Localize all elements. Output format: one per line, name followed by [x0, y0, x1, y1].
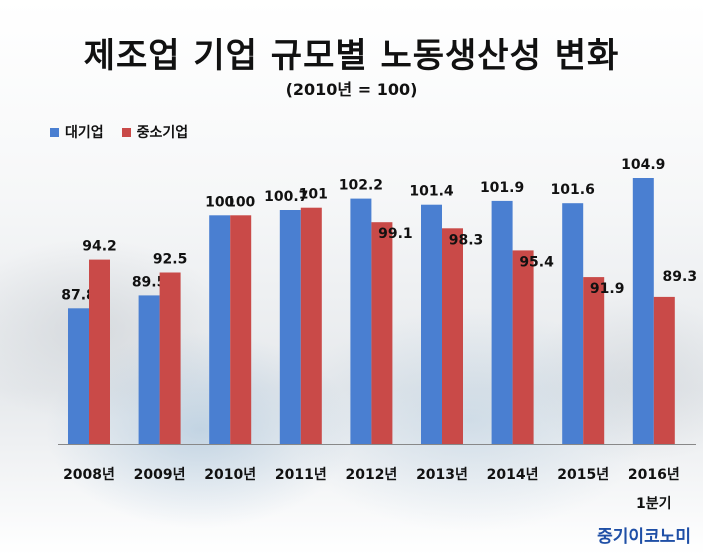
bar-sme-1	[159, 272, 181, 444]
data-label-large-6: 101.9	[480, 180, 524, 196]
bar-sme-4	[371, 222, 393, 444]
bar-large-3	[279, 210, 301, 444]
x-tick-label-6: 2014년	[487, 467, 539, 483]
data-label-sme-8: 89.3	[663, 269, 698, 285]
chart-subtitle: (2010년 = 100)	[285, 80, 418, 99]
data-label-large-4: 102.2	[339, 178, 383, 194]
data-label-sme-0: 94.2	[82, 239, 117, 255]
x-tick-label-8: 2016년	[628, 467, 680, 483]
data-label-sme-6: 95.4	[519, 254, 554, 270]
legend-swatch-large	[50, 127, 59, 137]
legend-item-large: 대기업	[50, 122, 104, 142]
data-label-sme-7: 91.9	[590, 281, 625, 297]
bar-large-8	[632, 178, 654, 444]
bar-large-6	[491, 200, 513, 444]
data-label-sme-1: 92.5	[153, 252, 188, 268]
bar-sme-0	[89, 259, 110, 444]
data-label-large-3: 100.7	[264, 189, 308, 205]
data-label-sme-3: 101	[299, 187, 328, 203]
x-tick-label-5: 2013년	[416, 467, 468, 483]
legend-swatch-sme	[121, 127, 131, 137]
data-label-large-5: 101.4	[409, 184, 454, 200]
bar-sme-5	[442, 228, 463, 444]
legend-label-large: 대기업	[65, 125, 104, 141]
data-label-large-7: 101.6	[551, 182, 595, 198]
x-tick-label-0: 2008년	[63, 467, 115, 483]
bar-sme-8	[653, 296, 675, 444]
legend-item-sme: 중소기업	[121, 122, 189, 142]
data-label-sme-4: 99.1	[378, 226, 413, 242]
bar-sme-6	[512, 250, 534, 444]
x-tick-label-4: 2012년	[345, 467, 397, 483]
data-label-large-8: 104.9	[621, 157, 665, 173]
data-label-sme-2: 100	[226, 194, 255, 210]
chart-title: 제조업 기업 규모별 노동생산성 변화	[83, 36, 620, 76]
bar-large-4	[350, 198, 372, 444]
x-tick-label-7: 2015년	[557, 467, 609, 483]
data-label-large-2: 100	[205, 194, 234, 210]
bar-sme-7	[583, 277, 605, 444]
x-tick-label-1: 2009년	[134, 467, 186, 483]
bar-large-1	[138, 295, 160, 444]
x-tick-sublabel-8: 1분기	[636, 496, 672, 512]
x-tick-label-3: 2011년	[275, 467, 327, 483]
bar-large-2	[209, 215, 231, 444]
data-label-large-0: 87.8	[61, 287, 96, 303]
bar-sme-3	[300, 207, 322, 444]
bar-large-0	[68, 308, 89, 444]
bar-sme-2	[230, 215, 252, 444]
bar-large-7	[562, 203, 584, 444]
legend-label-sme: 중소기업	[136, 125, 189, 141]
data-label-sme-5: 98.3	[449, 232, 484, 248]
chart-legend: 대기업 중소기업	[50, 121, 188, 143]
data-label-large-1: 89.5	[132, 274, 167, 290]
bar-large-5	[421, 204, 442, 444]
source-brand: 중기이코노미	[597, 527, 691, 547]
x-tick-label-2: 2010년	[204, 467, 256, 483]
